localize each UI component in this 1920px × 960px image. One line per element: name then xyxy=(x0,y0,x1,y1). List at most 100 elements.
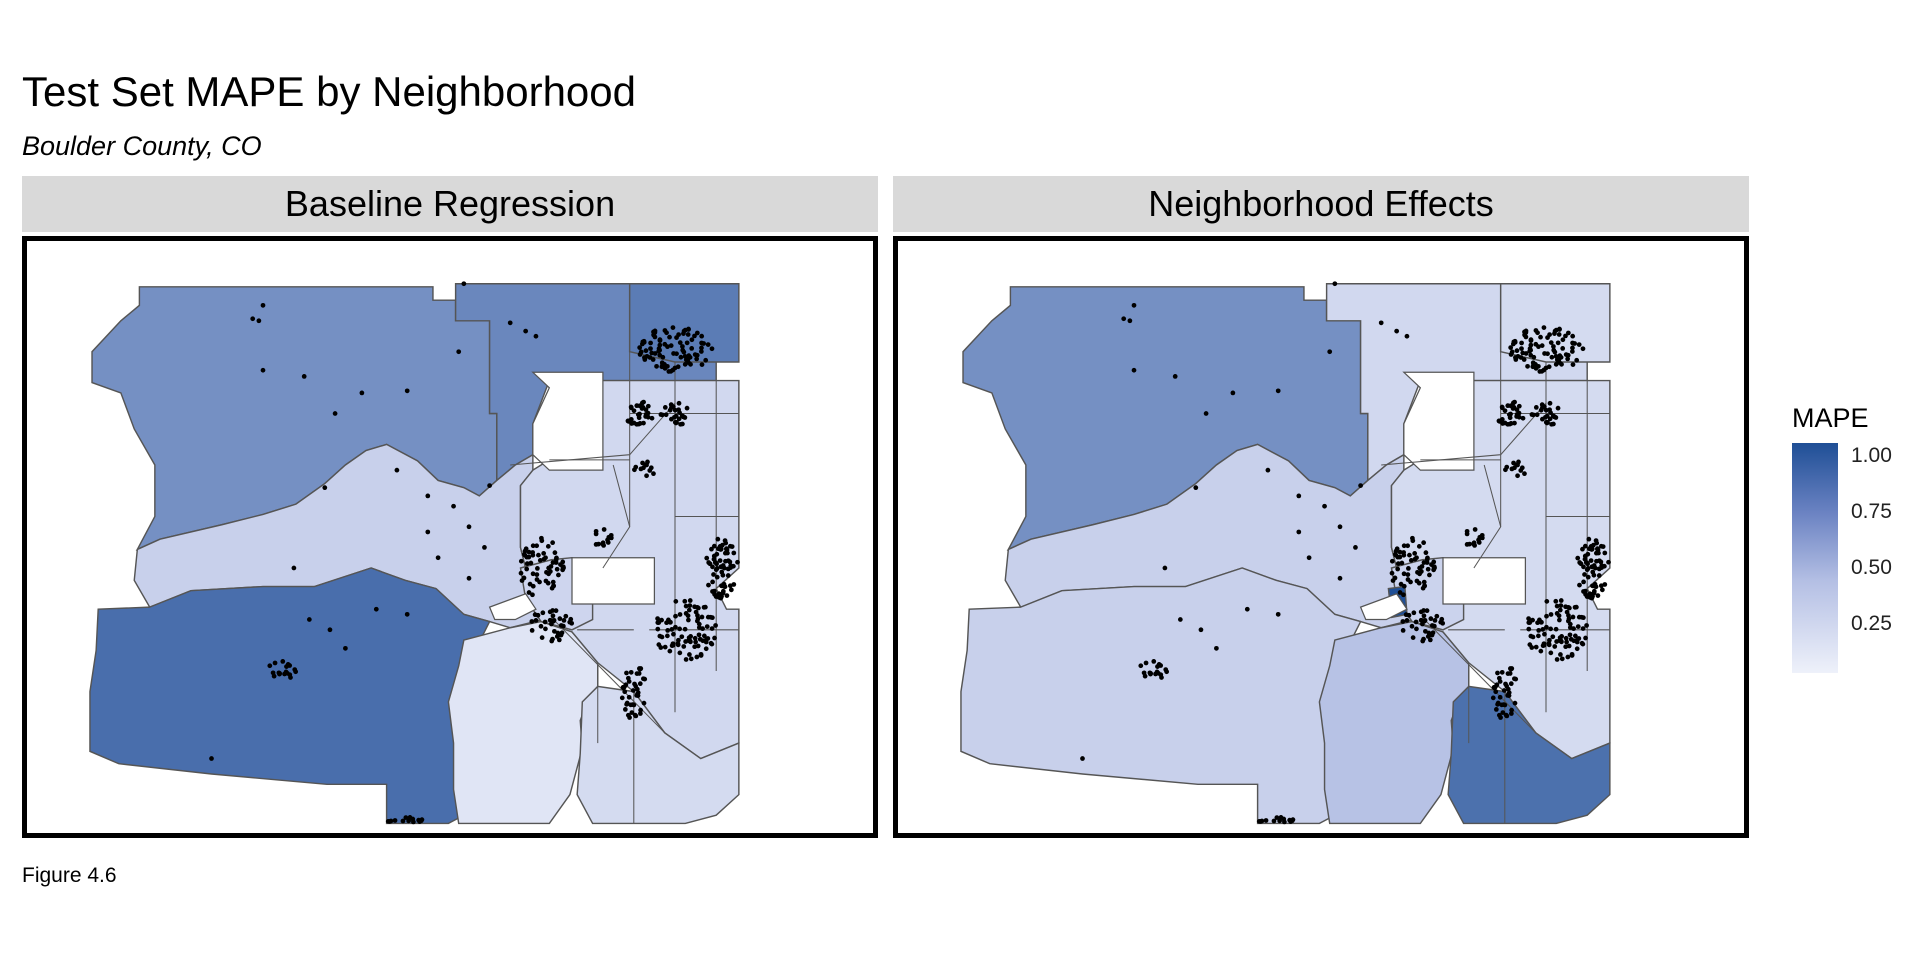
sale-point xyxy=(306,617,312,622)
sale-point xyxy=(676,416,682,422)
sale-point xyxy=(550,579,556,585)
sale-point xyxy=(523,328,529,334)
sale-point xyxy=(634,403,640,409)
sale-point xyxy=(1548,612,1554,617)
sale-point xyxy=(657,352,663,358)
sale-point xyxy=(425,493,431,499)
sale-point xyxy=(673,624,678,630)
sale-point xyxy=(706,560,712,565)
sale-point xyxy=(256,318,262,324)
sale-point xyxy=(639,405,645,410)
sale-point xyxy=(1516,459,1521,465)
sale-point xyxy=(554,555,559,561)
sale-point xyxy=(710,579,715,585)
sale-point xyxy=(1491,685,1497,690)
sale-point xyxy=(529,628,535,633)
sale-point xyxy=(1278,814,1284,820)
sale-point xyxy=(528,560,534,566)
neighborhood-boundary xyxy=(1473,464,1502,569)
sale-point xyxy=(1554,357,1560,363)
sale-point xyxy=(655,626,661,632)
sale-point xyxy=(1559,634,1565,639)
sale-point xyxy=(620,685,626,690)
sale-point xyxy=(1577,560,1583,565)
sale-point xyxy=(709,641,715,647)
sale-point xyxy=(1497,694,1503,700)
sale-point xyxy=(727,543,733,549)
sale-point xyxy=(643,348,649,354)
sale-point xyxy=(1431,623,1437,629)
sale-point xyxy=(523,546,529,552)
sale-point xyxy=(641,700,647,706)
sale-point xyxy=(693,609,699,615)
sale-point xyxy=(1553,327,1559,333)
sale-point xyxy=(1400,619,1406,624)
sale-point xyxy=(710,589,715,594)
legend-label: 0.50 xyxy=(1851,556,1892,579)
sale-point xyxy=(1557,607,1563,613)
sale-point xyxy=(685,332,691,337)
sale-point xyxy=(394,467,400,473)
sale-point xyxy=(1565,330,1571,336)
sale-point xyxy=(1431,559,1437,565)
sale-point xyxy=(1551,344,1556,349)
sale-point xyxy=(1564,609,1570,615)
sale-point xyxy=(1395,561,1401,566)
sale-point xyxy=(537,558,543,563)
sale-point xyxy=(1509,349,1515,355)
sale-point xyxy=(1411,610,1417,616)
sale-point xyxy=(703,604,708,610)
sale-point xyxy=(1581,579,1586,585)
legend-title: MAPE xyxy=(1792,403,1869,433)
sale-point xyxy=(283,669,289,675)
sale-point xyxy=(550,540,556,546)
sale-point xyxy=(628,417,634,422)
sale-point xyxy=(1503,712,1509,718)
sale-point xyxy=(1230,390,1236,396)
sale-point xyxy=(1559,656,1565,662)
sale-point xyxy=(518,558,524,564)
sale-point xyxy=(1409,623,1415,629)
sale-point xyxy=(1421,608,1427,613)
sale-point xyxy=(1327,349,1333,355)
sale-point xyxy=(404,611,410,617)
map-panel-neighborhood-effects xyxy=(893,236,1749,838)
sale-point xyxy=(1563,333,1568,339)
sale-point xyxy=(675,641,681,646)
sale-point xyxy=(1560,337,1566,343)
sale-point xyxy=(1394,328,1400,334)
legend-label: 0.75 xyxy=(1851,500,1892,523)
sale-point xyxy=(1296,529,1302,535)
sale-point xyxy=(1553,362,1559,367)
sale-point xyxy=(626,694,632,700)
sale-point xyxy=(637,681,643,687)
sale-point xyxy=(1540,627,1546,632)
sale-point xyxy=(645,459,650,465)
sale-point xyxy=(1592,581,1598,587)
sale-point xyxy=(536,552,541,558)
sale-point xyxy=(673,599,679,604)
sale-point xyxy=(1520,415,1526,421)
sale-point xyxy=(1598,583,1604,589)
sale-point xyxy=(651,329,656,335)
sale-point xyxy=(709,626,715,631)
sale-point xyxy=(1142,673,1148,679)
sale-point xyxy=(686,617,691,623)
sale-point xyxy=(542,619,548,625)
sale-point xyxy=(628,405,634,411)
neighborhood-effects-map xyxy=(960,281,1611,825)
sale-point xyxy=(560,559,566,565)
sale-point xyxy=(1582,543,1588,549)
sale-point xyxy=(1535,330,1540,336)
sale-point xyxy=(1505,403,1511,409)
sale-point xyxy=(538,623,544,629)
sale-point xyxy=(625,675,631,681)
sale-point xyxy=(1582,572,1587,577)
sale-point xyxy=(425,529,431,535)
sale-point xyxy=(706,582,711,588)
sale-point xyxy=(1534,412,1540,418)
sale-point xyxy=(692,635,698,641)
sale-point xyxy=(638,707,643,713)
sale-point xyxy=(1471,540,1477,546)
sale-point xyxy=(1397,590,1403,595)
